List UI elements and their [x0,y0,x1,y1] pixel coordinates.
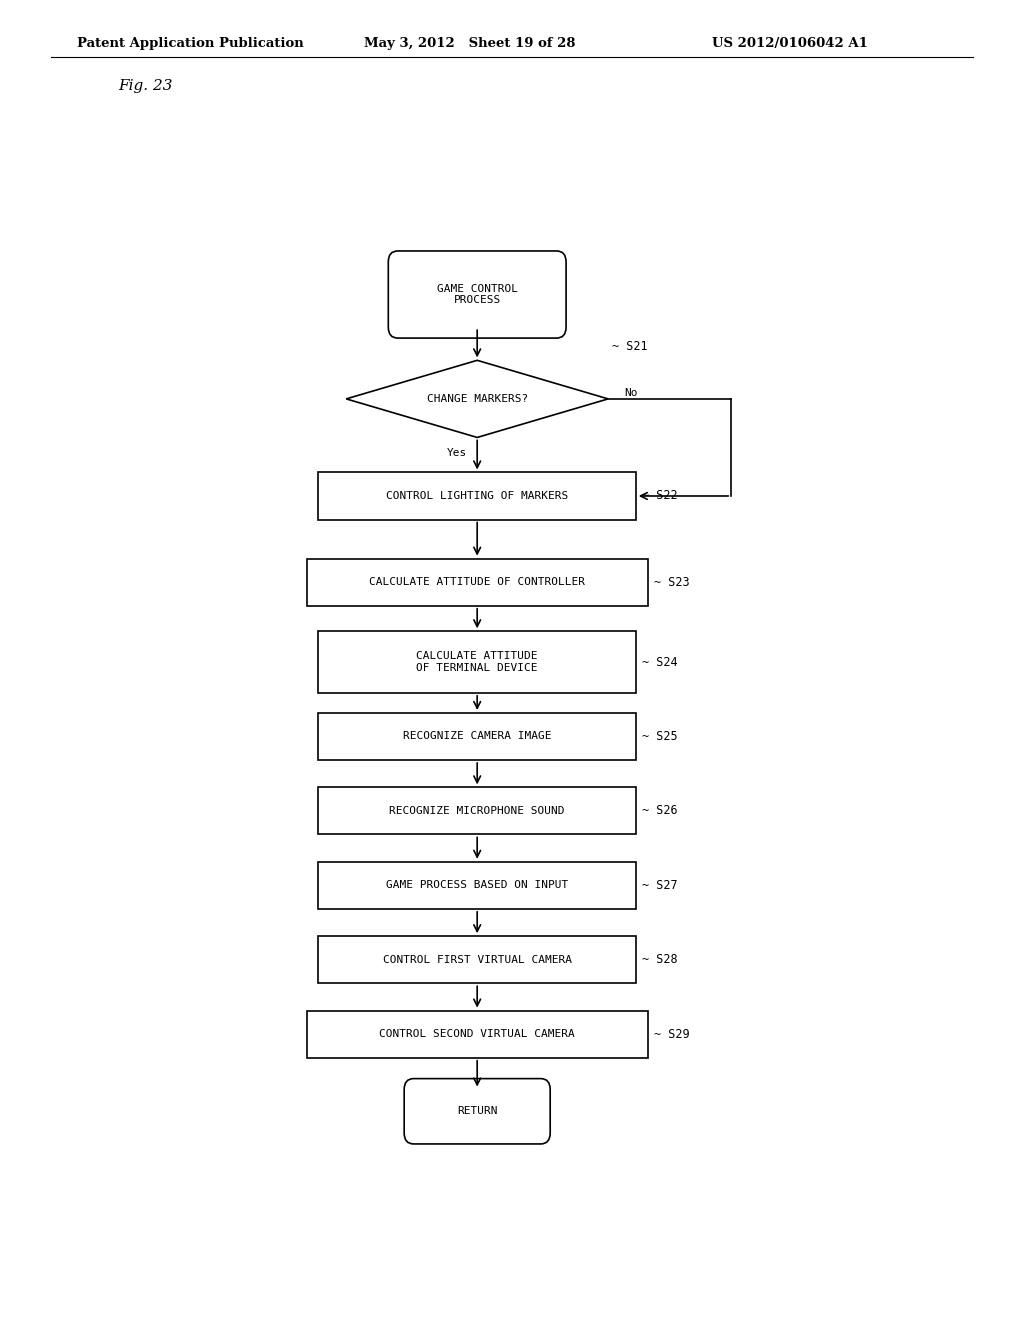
Text: CALCULATE ATTITUDE
OF TERMINAL DEVICE: CALCULATE ATTITUDE OF TERMINAL DEVICE [417,651,538,673]
Bar [318,631,636,693]
Text: Fig. 23: Fig. 23 [118,79,172,94]
Bar [306,1011,648,1057]
Text: ~ S22: ~ S22 [642,490,678,503]
Text: CALCULATE ATTITUDE OF CONTROLLER: CALCULATE ATTITUDE OF CONTROLLER [370,577,585,587]
Text: No: No [624,388,638,399]
Text: CONTROL FIRST VIRTUAL CAMERA: CONTROL FIRST VIRTUAL CAMERA [383,954,571,965]
Bar [306,558,648,606]
Text: RETURN: RETURN [457,1106,498,1117]
Text: ~ S21: ~ S21 [612,341,648,352]
Polygon shape [346,360,608,437]
Text: May 3, 2012   Sheet 19 of 28: May 3, 2012 Sheet 19 of 28 [364,37,575,50]
Text: ~ S23: ~ S23 [654,576,690,589]
Text: RECOGNIZE MICROPHONE SOUND: RECOGNIZE MICROPHONE SOUND [389,807,565,816]
FancyBboxPatch shape [404,1078,550,1144]
Text: ~ S26: ~ S26 [642,804,678,817]
Text: Yes: Yes [447,449,468,458]
Text: RECOGNIZE CAMERA IMAGE: RECOGNIZE CAMERA IMAGE [402,731,552,742]
Text: Patent Application Publication: Patent Application Publication [77,37,303,50]
Text: CHANGE MARKERS?: CHANGE MARKERS? [427,393,527,404]
Bar [318,862,636,909]
Bar [318,713,636,760]
Text: GAME PROCESS BASED ON INPUT: GAME PROCESS BASED ON INPUT [386,880,568,890]
Text: ~ S28: ~ S28 [642,953,678,966]
Bar [318,473,636,520]
Text: CONTROL LIGHTING OF MARKERS: CONTROL LIGHTING OF MARKERS [386,491,568,502]
Text: ~ S24: ~ S24 [642,656,678,668]
FancyBboxPatch shape [388,251,566,338]
Bar [318,936,636,983]
Text: ~ S25: ~ S25 [642,730,678,743]
Text: US 2012/0106042 A1: US 2012/0106042 A1 [712,37,867,50]
Text: CONTROL SECOND VIRTUAL CAMERA: CONTROL SECOND VIRTUAL CAMERA [379,1030,575,1039]
Bar [318,787,636,834]
Text: GAME CONTROL
PROCESS: GAME CONTROL PROCESS [436,284,518,305]
Text: ~ S29: ~ S29 [654,1028,690,1040]
Text: ~ S27: ~ S27 [642,879,678,892]
